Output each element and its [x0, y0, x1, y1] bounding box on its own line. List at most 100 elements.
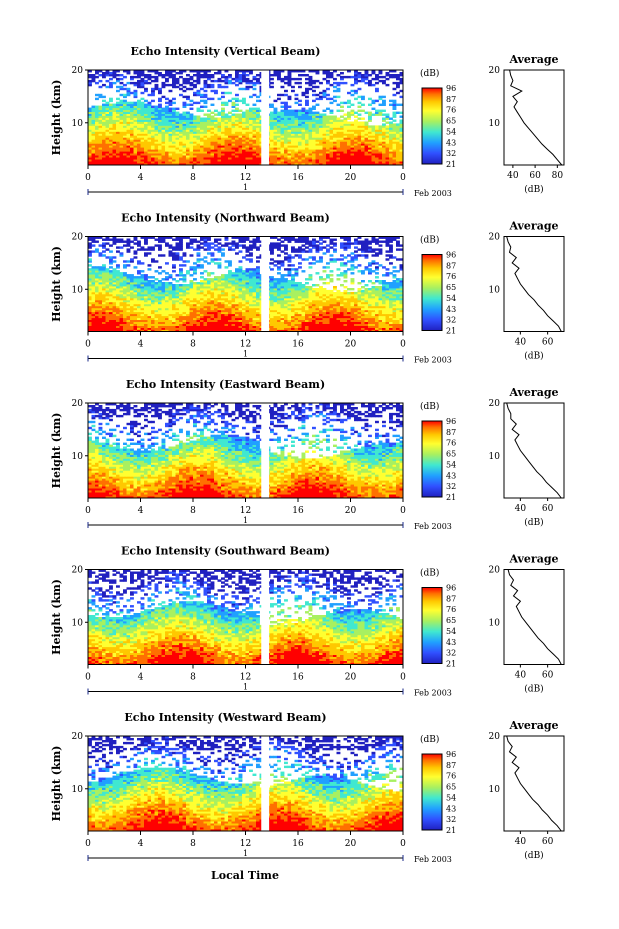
- colorbar-tick: 87: [446, 261, 456, 270]
- profile-y-tick: 20: [489, 566, 501, 576]
- x-tick-label: 16: [292, 839, 304, 849]
- panel-3: Echo Intensity (Southward Beam)1020Heigh…: [50, 545, 565, 698]
- x-tick-label: 16: [292, 673, 304, 683]
- colorbar-tick: 32: [446, 149, 456, 158]
- colorbar-tick: 76: [446, 439, 456, 448]
- colorbar-tick: 32: [446, 649, 456, 658]
- heatmap-field: [88, 403, 404, 499]
- colorbar-tick: 96: [446, 251, 456, 260]
- colorbar-tick: 43: [446, 471, 456, 480]
- profile-frame: [503, 569, 565, 665]
- colorbar-tick: 32: [446, 815, 456, 824]
- colorbar-tick: 21: [446, 826, 456, 835]
- panel-title: Echo Intensity (Westward Beam): [124, 711, 326, 724]
- colorbar-tick: 43: [446, 638, 456, 647]
- colorbar-tick: 43: [446, 305, 456, 314]
- date-label: Feb 2003: [414, 189, 452, 198]
- y-tick-label: 20: [72, 66, 84, 76]
- colorbar-tick: 76: [446, 772, 456, 781]
- x-tick-label: 12: [240, 506, 251, 516]
- panel-2: Echo Intensity (Eastward Beam)1020Height…: [50, 378, 565, 531]
- x-tick-label: 12: [240, 839, 251, 849]
- colorbar-tick: 96: [446, 417, 456, 426]
- x-tick-label: 20: [345, 340, 357, 350]
- x-tick-label: 0: [400, 839, 406, 849]
- profile-title: Average: [508, 386, 558, 399]
- profile-x-tick: 40: [507, 171, 519, 181]
- colorbar-tick: 54: [446, 127, 456, 136]
- profile-y-tick: 10: [489, 785, 501, 795]
- colorbar: [421, 587, 443, 664]
- colorbar: [421, 753, 443, 831]
- colorbar-tick: 21: [446, 160, 456, 169]
- x-axis-label: Local Time: [211, 869, 279, 882]
- colorbar-tick: 76: [446, 106, 456, 115]
- profile-x-label: (dB): [524, 517, 543, 528]
- colorbar: [421, 87, 443, 165]
- y-axis-label: Height (km): [50, 746, 63, 822]
- profile-y-tick: 10: [489, 452, 501, 462]
- x-tick-label: 8: [190, 340, 196, 350]
- colorbar-tick: 43: [446, 804, 456, 813]
- profile-x-label: (dB): [524, 351, 543, 362]
- x-tick-label: 16: [292, 506, 304, 516]
- x-tick-label: 8: [190, 173, 196, 183]
- profile-x-tick: 60: [529, 171, 541, 181]
- y-tick-label: 10: [72, 785, 84, 795]
- date-label: Feb 2003: [414, 522, 452, 531]
- profile-frame: [503, 402, 565, 499]
- profile-frame: [503, 735, 565, 832]
- profile-y-tick: 20: [489, 732, 501, 742]
- x-tick-label: 0: [400, 506, 406, 516]
- heatmap-field: [88, 736, 404, 832]
- colorbar-tick: 65: [446, 783, 456, 792]
- profile-line: [506, 402, 562, 499]
- x-tick-label: 4: [138, 506, 144, 516]
- colorbar-tick: 65: [446, 117, 456, 126]
- profile-y-tick: 10: [489, 618, 501, 628]
- profile-frame: [503, 69, 565, 166]
- colorbar-tick: 65: [446, 450, 456, 459]
- x-tick-label: 20: [345, 173, 357, 183]
- data-gap: [261, 736, 270, 831]
- profile-x-label: (dB): [524, 684, 543, 695]
- profile-line: [509, 69, 563, 166]
- heatmap-field: [88, 70, 404, 166]
- profile-x-tick: 60: [542, 338, 554, 348]
- x-tick-label: 0: [85, 506, 91, 516]
- profile-y-tick: 20: [489, 66, 501, 76]
- colorbar-tick: 96: [446, 584, 456, 593]
- day-label: 1: [243, 849, 248, 858]
- profile-title: Average: [508, 719, 558, 732]
- y-tick-label: 10: [72, 285, 84, 295]
- colorbar-unit: (dB): [420, 401, 439, 412]
- colorbar-unit: (dB): [420, 568, 439, 579]
- profile-x-tick: 60: [542, 671, 554, 681]
- heatmap-field: [88, 569, 404, 665]
- panel-0: Echo Intensity (Vertical Beam)1020Height…: [50, 45, 565, 198]
- data-gap: [261, 569, 270, 665]
- profile-x-label: (dB): [524, 850, 543, 861]
- x-tick-label: 4: [138, 173, 144, 183]
- y-tick-label: 10: [72, 452, 84, 462]
- colorbar-tick: 76: [446, 605, 456, 614]
- y-axis-label: Height (km): [50, 80, 63, 156]
- data-gap: [261, 403, 270, 498]
- heatmap-field: [88, 236, 404, 332]
- colorbar-tick: 43: [446, 138, 456, 147]
- x-tick-label: 12: [240, 173, 251, 183]
- y-tick-label: 10: [72, 119, 84, 129]
- day-label: 1: [243, 516, 248, 525]
- y-tick-label: 20: [72, 566, 84, 576]
- colorbar-tick: 21: [446, 660, 456, 669]
- colorbar-tick: 54: [446, 294, 456, 303]
- profile-x-tick: 80: [552, 171, 564, 181]
- colorbar-tick: 21: [446, 327, 456, 336]
- day-label: 1: [243, 350, 248, 359]
- day-label: 1: [243, 683, 248, 692]
- data-gap: [261, 70, 270, 165]
- profile-x-tick: 40: [515, 504, 527, 514]
- x-tick-label: 4: [138, 839, 144, 849]
- y-axis-label: Height (km): [50, 413, 63, 489]
- colorbar-tick: 65: [446, 616, 456, 625]
